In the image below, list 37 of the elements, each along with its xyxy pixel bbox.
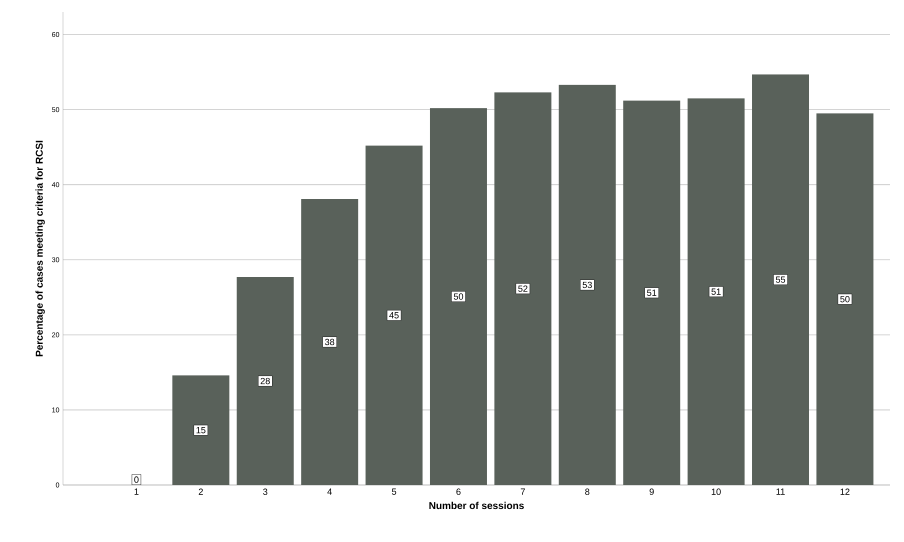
- data-label: 53: [582, 282, 592, 288]
- x-tick-label: 11: [776, 488, 785, 495]
- x-tick-label: 2: [198, 488, 203, 495]
- bar: [688, 98, 745, 485]
- data-label: 28: [260, 378, 270, 384]
- bar: [366, 146, 423, 485]
- x-tick-label: 8: [585, 488, 590, 495]
- bar: [301, 198, 358, 485]
- x-tick-label: 6: [456, 488, 461, 495]
- bar: [816, 113, 874, 485]
- data-label: 50: [454, 293, 464, 300]
- data-label: 15: [196, 427, 206, 434]
- data-label: 51: [711, 288, 721, 295]
- x-tick-label: 7: [520, 488, 525, 495]
- x-axis-title: Number of sessions: [429, 502, 524, 510]
- data-label: 52: [518, 285, 528, 292]
- bar: [430, 108, 487, 485]
- x-tick-label: 4: [327, 488, 332, 495]
- bar: [623, 100, 680, 485]
- x-tick-label: 9: [650, 488, 654, 495]
- bar: [236, 277, 294, 485]
- x-tick-label: 3: [263, 488, 268, 495]
- x-tick-label: 10: [712, 488, 721, 495]
- x-tick-label: 1: [134, 488, 138, 495]
- data-label: 38: [324, 338, 334, 346]
- bar: [172, 375, 230, 485]
- y-axis-title: Percentage of cases meeting criteria for RCSI: [35, 140, 45, 356]
- data-label: 0: [134, 476, 139, 483]
- data-label: 51: [647, 290, 656, 296]
- data-label: 45: [389, 312, 399, 318]
- bar: [558, 84, 616, 485]
- x-tick-label: 5: [392, 488, 396, 495]
- bar: [494, 92, 552, 485]
- data-label: 50: [840, 296, 850, 302]
- bar: [752, 74, 810, 485]
- data-label: 55: [776, 276, 786, 283]
- x-tick-label: 12: [840, 488, 850, 495]
